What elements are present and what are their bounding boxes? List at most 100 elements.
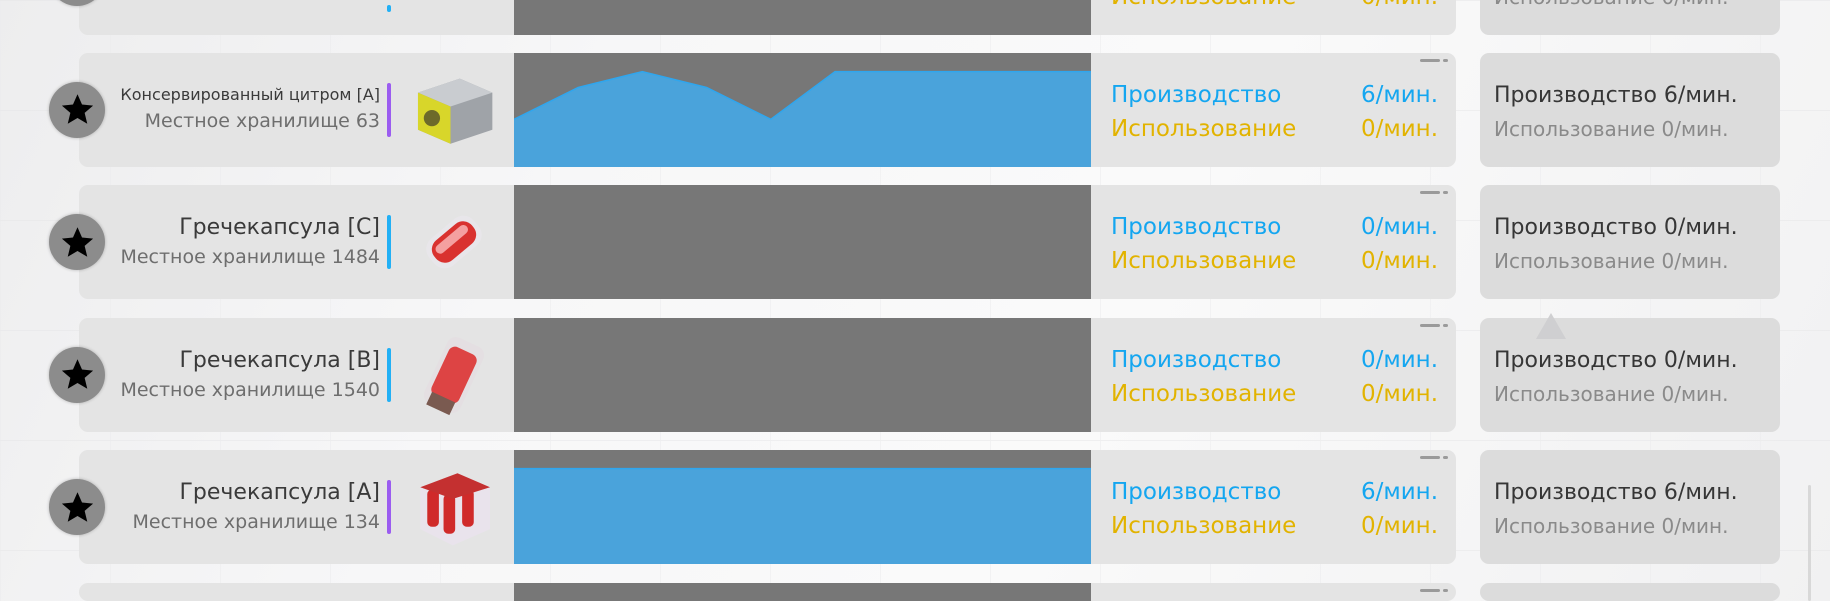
production-stat: Производство 6/мин. bbox=[1111, 478, 1438, 506]
production-area bbox=[514, 468, 1091, 564]
production-rate: 6/мин. bbox=[1360, 479, 1438, 505]
rate-chart-plot bbox=[514, 70, 1091, 167]
item-info: Консервированный цитром [A] Местное хран… bbox=[93, 53, 380, 167]
usage-stat: Использование 0/мин. bbox=[1111, 0, 1438, 11]
usage-rate: 0/мин. bbox=[1361, 0, 1438, 11]
local-storage-count: Местное хранилище 1540 bbox=[120, 378, 380, 401]
usage-label: Использование bbox=[1111, 513, 1297, 539]
item-card[interactable] bbox=[79, 582, 1456, 601]
background-triangle-decoration bbox=[1536, 313, 1566, 339]
scrollbar[interactable] bbox=[1808, 485, 1811, 601]
production-line bbox=[514, 70, 1091, 120]
item-info: Гречекапсула [B] Местное хранилище 1540 bbox=[93, 318, 380, 432]
rate-chart bbox=[514, 317, 1091, 432]
rate-stats: Производство 6/мин. Использование 0/мин. bbox=[1111, 53, 1438, 167]
local-storage-count: Местное хранилище 1484 bbox=[120, 246, 380, 268]
production-stat: Производство 0/мин. bbox=[1111, 346, 1438, 374]
summary-usage: Использование 0/мин. bbox=[1494, 249, 1729, 273]
rate-stats: Использование 0/мин. bbox=[1111, 0, 1438, 35]
more-icon[interactable] bbox=[1420, 588, 1448, 593]
rate-chart-plot bbox=[514, 0, 1091, 35]
favorite-star-button[interactable] bbox=[49, 346, 105, 403]
usage-rate: 0/мин. bbox=[1360, 380, 1438, 407]
favorite-star-button[interactable] bbox=[49, 479, 105, 535]
favorite-star-button[interactable] bbox=[49, 0, 105, 6]
production-rate: 6/мин. bbox=[1360, 81, 1438, 108]
list-item: Использование 0/мин. Местное хранилище 28… bbox=[0, 0, 1830, 35]
production-stat: Производство 6/мин. bbox=[1111, 81, 1438, 109]
more-icon[interactable] bbox=[1420, 58, 1448, 63]
rate-chart bbox=[514, 450, 1091, 564]
usage-rate: 0/мин. bbox=[1360, 248, 1438, 274]
item-card[interactable]: Производство 0/мин. Использование 0/мин. bbox=[79, 317, 1456, 432]
list-item: Производство 0/мин. Использование 0/мин. Г… bbox=[0, 317, 1830, 432]
star-icon bbox=[61, 226, 93, 257]
tier-color-bar bbox=[387, 480, 391, 534]
more-icon[interactable] bbox=[1420, 191, 1448, 195]
favorite-star-button[interactable] bbox=[49, 214, 105, 270]
production-area bbox=[514, 71, 1091, 167]
usage-label: Использование bbox=[1111, 0, 1296, 10]
list-item: Производство 6/мин. Использование 0/мин. Г… bbox=[0, 450, 1830, 564]
production-label: Производство bbox=[1111, 479, 1282, 505]
tier-color-bar bbox=[387, 5, 391, 12]
rate-stats: Производство 0/мин. Использование 0/мин. bbox=[1111, 318, 1438, 432]
item-name: Гречекапсула [B] bbox=[179, 347, 380, 373]
usage-stat: Использование 0/мин. bbox=[1111, 115, 1438, 143]
item-card[interactable]: Производство 0/мин. Использование 0/мин. bbox=[79, 185, 1456, 299]
list-item: Производство 0/мин. Использование 0/мин. Г… bbox=[0, 185, 1830, 299]
rate-stats bbox=[1111, 583, 1438, 601]
list-item: Производство 6/мин. Использование 0/мин. К… bbox=[0, 52, 1830, 167]
item-card[interactable]: Производство 6/мин. Использование 0/мин. bbox=[79, 450, 1456, 564]
rate-chart-plot bbox=[514, 185, 1091, 299]
item-card[interactable]: Производство 6/мин. Использование 0/мин. bbox=[79, 52, 1456, 167]
buckwheat-capsule-c-icon bbox=[411, 199, 497, 285]
production-label: Производство bbox=[1111, 346, 1282, 373]
rate-chart-plot bbox=[514, 318, 1091, 432]
summary-card[interactable]: Использование 0/мин. bbox=[1480, 0, 1780, 35]
star-icon bbox=[61, 94, 93, 124]
item-info bbox=[93, 583, 380, 601]
production-stat: Производство 0/мин. bbox=[1111, 213, 1438, 241]
favorite-star-button[interactable] bbox=[49, 81, 105, 138]
tier-color-bar bbox=[387, 215, 391, 269]
rate-chart-plot bbox=[514, 467, 1091, 564]
summary-production: Производство 0/мин. bbox=[1494, 347, 1738, 373]
summary-card[interactable] bbox=[1480, 582, 1780, 601]
summary-card[interactable]: Производство 6/мин. Использование 0/мин. bbox=[1480, 450, 1780, 564]
summary-usage: Использование 0/мин. bbox=[1494, 0, 1728, 9]
summary-usage: Использование 0/мин. bbox=[1494, 514, 1729, 538]
citrom-can-icon bbox=[411, 0, 497, 21]
rate-chart bbox=[514, 52, 1091, 167]
usage-stat: Использование 0/мин. bbox=[1111, 512, 1438, 540]
more-icon[interactable] bbox=[1420, 456, 1448, 460]
star-icon bbox=[61, 491, 93, 522]
summary-card[interactable]: Производство 0/мин. Использование 0/мин. bbox=[1480, 317, 1780, 432]
rate-chart bbox=[514, 0, 1091, 35]
production-rate: 0/мин. bbox=[1360, 214, 1438, 240]
tier-color-bar bbox=[387, 82, 391, 137]
rate-stats: Производство 0/мин. Использование 0/мин. bbox=[1111, 185, 1438, 299]
usage-stat: Использование 0/мин. bbox=[1111, 247, 1438, 275]
local-storage-count: Местное хранилище 63 bbox=[144, 110, 380, 132]
summary-card[interactable]: Производство 0/мин. Использование 0/мин. bbox=[1480, 185, 1780, 299]
rate-chart bbox=[514, 582, 1091, 601]
item-name: Консервированный цитром [A] bbox=[120, 85, 380, 104]
rate-chart-plot bbox=[514, 583, 1091, 601]
buckwheat-capsule-a-icon bbox=[411, 464, 497, 550]
summary-card[interactable]: Производство 6/мин. Использование 0/мин. bbox=[1480, 52, 1780, 167]
item-name: Гречекапсула [C] bbox=[179, 215, 380, 240]
summary-usage: Использование 0/мин. bbox=[1494, 381, 1729, 406]
production-label: Производство bbox=[1111, 81, 1282, 108]
usage-stat: Использование 0/мин. bbox=[1111, 380, 1438, 408]
usage-label: Использование bbox=[1111, 115, 1297, 142]
summary-production: Производство 6/мин. bbox=[1494, 480, 1738, 505]
list-item bbox=[0, 582, 1830, 601]
more-icon[interactable] bbox=[1420, 323, 1448, 328]
citrom-tin-box-icon bbox=[411, 67, 497, 153]
usage-label: Использование bbox=[1111, 248, 1297, 274]
star-icon bbox=[61, 359, 93, 389]
production-label: Производство bbox=[1111, 214, 1282, 240]
item-card[interactable]: Использование 0/мин. bbox=[79, 0, 1456, 35]
